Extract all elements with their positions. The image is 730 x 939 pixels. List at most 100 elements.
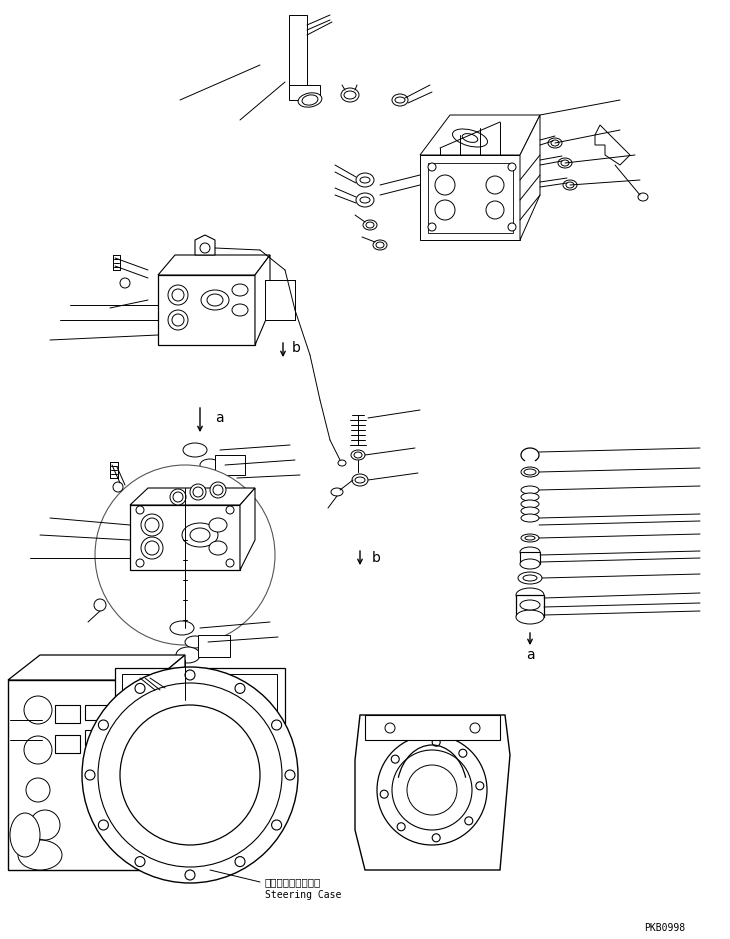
Bar	[55, 705, 80, 723]
Ellipse shape	[363, 220, 377, 230]
Circle shape	[141, 537, 163, 559]
Circle shape	[272, 820, 282, 830]
Bar	[198, 635, 230, 657]
Circle shape	[428, 223, 436, 231]
Circle shape	[226, 506, 234, 514]
Ellipse shape	[558, 158, 572, 168]
Polygon shape	[8, 680, 155, 870]
Ellipse shape	[356, 173, 374, 187]
Circle shape	[82, 667, 298, 883]
Circle shape	[193, 487, 203, 497]
Polygon shape	[289, 15, 307, 95]
Ellipse shape	[521, 514, 539, 522]
Polygon shape	[420, 115, 540, 155]
Ellipse shape	[232, 284, 248, 296]
Circle shape	[99, 720, 108, 730]
Circle shape	[136, 506, 144, 514]
Ellipse shape	[520, 547, 540, 557]
Polygon shape	[130, 505, 240, 570]
Ellipse shape	[561, 160, 569, 166]
Circle shape	[98, 683, 282, 867]
Ellipse shape	[462, 133, 478, 143]
Polygon shape	[520, 115, 540, 240]
Ellipse shape	[521, 493, 539, 501]
Bar	[85, 730, 110, 745]
Circle shape	[476, 782, 484, 790]
Ellipse shape	[395, 97, 405, 103]
Ellipse shape	[356, 193, 374, 207]
Ellipse shape	[176, 647, 200, 663]
Circle shape	[30, 810, 60, 840]
Circle shape	[486, 176, 504, 194]
Ellipse shape	[338, 460, 346, 466]
Ellipse shape	[360, 177, 370, 183]
Circle shape	[210, 482, 226, 498]
Circle shape	[432, 834, 440, 842]
Ellipse shape	[341, 88, 359, 102]
Ellipse shape	[185, 636, 205, 648]
Text: a: a	[215, 411, 223, 425]
Circle shape	[272, 720, 282, 730]
Ellipse shape	[352, 474, 368, 486]
Ellipse shape	[521, 486, 539, 494]
Ellipse shape	[207, 294, 223, 306]
Polygon shape	[355, 715, 510, 870]
Polygon shape	[265, 280, 295, 320]
Ellipse shape	[521, 507, 539, 515]
Circle shape	[508, 223, 516, 231]
Circle shape	[200, 243, 210, 253]
Polygon shape	[158, 255, 270, 275]
Circle shape	[470, 723, 480, 733]
Ellipse shape	[548, 138, 562, 148]
Circle shape	[508, 163, 516, 171]
Circle shape	[435, 175, 455, 195]
Circle shape	[120, 705, 260, 845]
Polygon shape	[130, 488, 255, 505]
Circle shape	[190, 484, 206, 500]
Circle shape	[168, 310, 188, 330]
Ellipse shape	[209, 518, 227, 532]
Ellipse shape	[524, 469, 536, 475]
Ellipse shape	[638, 193, 648, 201]
Circle shape	[94, 599, 106, 611]
Polygon shape	[155, 655, 185, 870]
Polygon shape	[595, 125, 630, 165]
Circle shape	[95, 465, 275, 645]
Circle shape	[391, 755, 399, 763]
Ellipse shape	[153, 678, 197, 698]
Ellipse shape	[392, 94, 408, 106]
Polygon shape	[240, 488, 255, 570]
Bar	[516, 595, 544, 617]
Circle shape	[407, 765, 457, 815]
Circle shape	[168, 285, 188, 305]
Ellipse shape	[302, 95, 318, 105]
Ellipse shape	[354, 452, 362, 458]
Circle shape	[392, 750, 472, 830]
Bar	[215, 455, 245, 475]
Ellipse shape	[521, 467, 539, 477]
Ellipse shape	[10, 813, 40, 857]
Circle shape	[135, 856, 145, 867]
Polygon shape	[195, 235, 215, 255]
Ellipse shape	[182, 523, 218, 547]
Circle shape	[85, 770, 95, 780]
Ellipse shape	[18, 840, 62, 870]
Text: b: b	[292, 341, 301, 355]
Ellipse shape	[201, 290, 229, 310]
Circle shape	[385, 723, 395, 733]
Ellipse shape	[376, 242, 384, 248]
Polygon shape	[158, 275, 255, 345]
Polygon shape	[255, 255, 270, 345]
Circle shape	[136, 559, 144, 567]
Circle shape	[235, 684, 245, 693]
Ellipse shape	[351, 450, 365, 460]
Circle shape	[172, 314, 184, 326]
Polygon shape	[420, 155, 520, 240]
Circle shape	[377, 735, 487, 845]
Polygon shape	[365, 715, 500, 740]
Circle shape	[185, 870, 195, 880]
Polygon shape	[8, 655, 185, 680]
Circle shape	[213, 485, 223, 495]
Ellipse shape	[190, 528, 210, 542]
Ellipse shape	[551, 140, 559, 146]
